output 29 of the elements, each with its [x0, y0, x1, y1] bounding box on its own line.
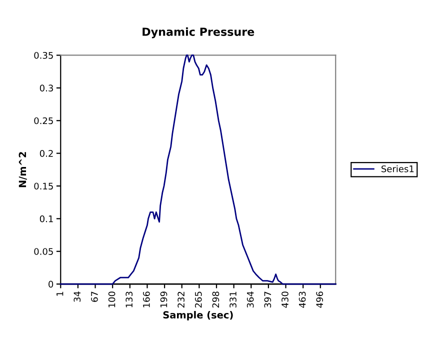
x-tick-label: 496 [316, 292, 324, 308]
y-tick-label: 0.3 [40, 84, 53, 92]
x-tick-label: 364 [246, 292, 254, 308]
y-tick-label: 0.25 [34, 117, 53, 124]
x-tick-label: 34 [74, 292, 81, 302]
x-tick-label: 397 [264, 292, 272, 308]
x-tick-label: 1 [56, 292, 64, 296]
x-tick-label: 100 [108, 292, 116, 308]
y-tick-label: 0.2 [40, 150, 53, 157]
legend-label: Series1 [382, 165, 414, 172]
y-axis-title: N/m^2 [18, 152, 27, 188]
y-tick-label: 0.15 [34, 182, 53, 190]
y-tick-label: 0.1 [40, 215, 53, 222]
y-tick-label: 0.35 [34, 52, 53, 59]
x-tick-label: 265 [194, 292, 202, 308]
x-tick-label: 463 [298, 292, 306, 308]
y-tick-label: 0.05 [34, 248, 53, 255]
x-tick-label: 331 [230, 292, 236, 308]
x-tick-label: 298 [212, 292, 220, 308]
x-tick-label: 232 [178, 292, 184, 308]
x-tick-label: 133 [126, 292, 133, 308]
line-series [60, 54, 336, 285]
x-tick-label: 430 [282, 292, 288, 308]
y-tick-label: 0 [48, 280, 54, 288]
x-tick-label: 166 [143, 292, 150, 308]
chart-title: Dynamic Pressure [142, 27, 254, 38]
x-tick-label: 199 [160, 292, 168, 308]
x-axis-title: Sample (sec) [163, 311, 233, 320]
x-tick-label: 67 [91, 292, 98, 302]
